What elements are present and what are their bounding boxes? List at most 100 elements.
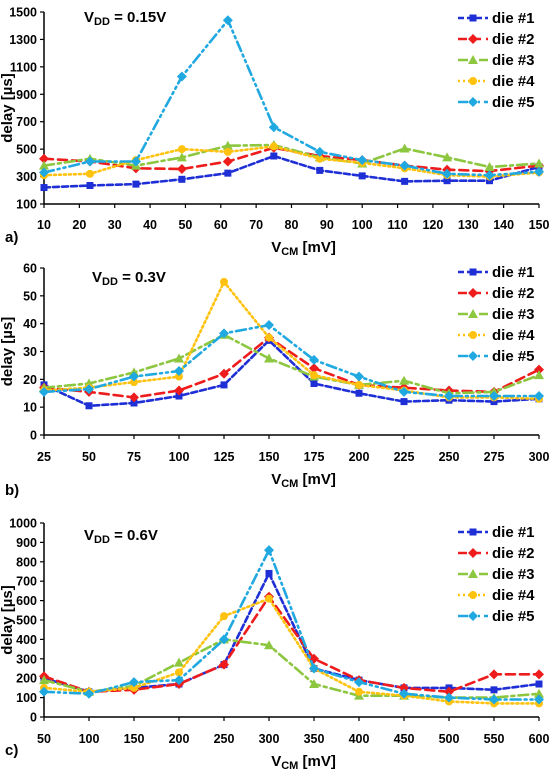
y-tick-label: 1100 [10, 60, 37, 74]
x-tick-label: 75 [127, 450, 141, 464]
chart-panel-1: 100 300 500 700 900 1100 1300 1500 10 20 30 40 50 60 7… [0, 6, 549, 259]
legend-marker [469, 528, 477, 536]
data-point [174, 385, 184, 396]
series-line [42, 338, 541, 408]
data-point [442, 168, 453, 179]
y-tick-label: 30 [23, 345, 37, 359]
data-point [85, 169, 94, 178]
x-tick-label: 50 [82, 450, 96, 464]
data-point [219, 328, 229, 339]
data-point [219, 368, 229, 379]
data-point [310, 380, 318, 388]
panel-label: a) [5, 229, 18, 246]
y-tick-label: 700 [16, 575, 37, 589]
legend-marker [469, 331, 477, 339]
data-point [309, 663, 319, 674]
y-tick-label: 40 [23, 317, 37, 331]
y-tick-label: 600 [16, 594, 37, 608]
x-tick-label: 550 [484, 732, 505, 746]
data-point [399, 375, 409, 385]
data-point [84, 384, 94, 395]
legend-label: die #2 [492, 285, 535, 302]
data-point [175, 372, 183, 381]
x-tick-label: 20 [72, 218, 86, 232]
y-tick-label: 1300 [9, 33, 37, 47]
data-point [222, 15, 233, 26]
y-tick-label: 50 [23, 289, 37, 303]
series-line [42, 17, 541, 177]
series-2 [39, 142, 544, 177]
legend-marker [469, 591, 477, 599]
data-point [268, 122, 279, 133]
legend-marker [469, 14, 477, 22]
data-point [314, 146, 325, 157]
data-point [490, 686, 498, 694]
y-tick-label: 500 [16, 614, 37, 628]
data-point [265, 569, 273, 577]
legend-label: die #4 [492, 73, 535, 90]
data-point [489, 391, 499, 402]
y-axis-label: delay [µs] [0, 585, 16, 655]
data-point [265, 594, 273, 603]
legend: die #1 die #2 die #3 die #4 die #5 [458, 524, 535, 625]
data-point [264, 545, 274, 556]
x-tick-label: 250 [439, 450, 460, 464]
y-tick-label: 200 [16, 672, 37, 686]
x-axis-label: VCM [mV] [271, 753, 336, 771]
data-point [265, 333, 273, 342]
x-tick-label: 600 [529, 732, 550, 746]
x-tick-label: 50 [178, 218, 192, 232]
x-tick-label: 40 [143, 218, 157, 232]
x-tick-label: 130 [458, 218, 479, 232]
data-point [175, 392, 183, 400]
data-point [399, 160, 410, 171]
x-tick-label: 80 [285, 218, 299, 232]
legend-label: die #3 [492, 566, 535, 583]
x-tick-label: 60 [214, 218, 228, 232]
legend-marker [469, 77, 477, 85]
series-line [42, 546, 541, 701]
data-point [178, 175, 186, 183]
y-tick-label: 900 [16, 536, 37, 550]
y-tick-label: 20 [23, 373, 37, 387]
data-point [489, 694, 499, 705]
legend-label: die #1 [492, 264, 535, 281]
data-point [534, 158, 544, 168]
data-point [220, 277, 228, 286]
data-point [490, 398, 498, 406]
data-point [84, 156, 95, 167]
data-point [264, 320, 274, 331]
legend-label: die #4 [492, 587, 535, 604]
data-point [355, 687, 363, 696]
y-tick-label: 300 [16, 652, 37, 666]
x-tick-label: 25 [37, 450, 51, 464]
data-point [484, 161, 495, 171]
vdd-annotation: VDD = 0.15V [84, 9, 166, 28]
data-point [176, 152, 187, 162]
x-tick-label: 300 [259, 732, 280, 746]
chart-panel-3: 0 100 200 300 400 500 600 700 800 900 1000 50 100 150… [0, 517, 549, 771]
y-tick-label: 0 [30, 711, 37, 725]
data-point [176, 164, 187, 175]
legend-marker [468, 351, 478, 361]
legend-label: die #4 [492, 327, 535, 344]
x-tick-label: 110 [387, 218, 407, 232]
x-tick-label: 50 [37, 732, 51, 746]
x-tick-label: 450 [394, 732, 415, 746]
data-point [174, 365, 184, 376]
legend-marker [468, 309, 478, 318]
data-point [39, 386, 49, 397]
data-point [130, 378, 138, 387]
data-point [174, 353, 184, 363]
data-point [219, 659, 229, 670]
legend-label: die #5 [492, 94, 535, 111]
y-axis-label: delay [µs] [0, 317, 16, 387]
data-point [86, 181, 94, 189]
y-tick-label: 0 [30, 429, 37, 443]
data-point [264, 640, 274, 650]
legend-marker [468, 55, 478, 64]
data-point [85, 402, 93, 410]
y-tick-label: 700 [16, 115, 37, 129]
legend-label: die #5 [492, 348, 535, 365]
